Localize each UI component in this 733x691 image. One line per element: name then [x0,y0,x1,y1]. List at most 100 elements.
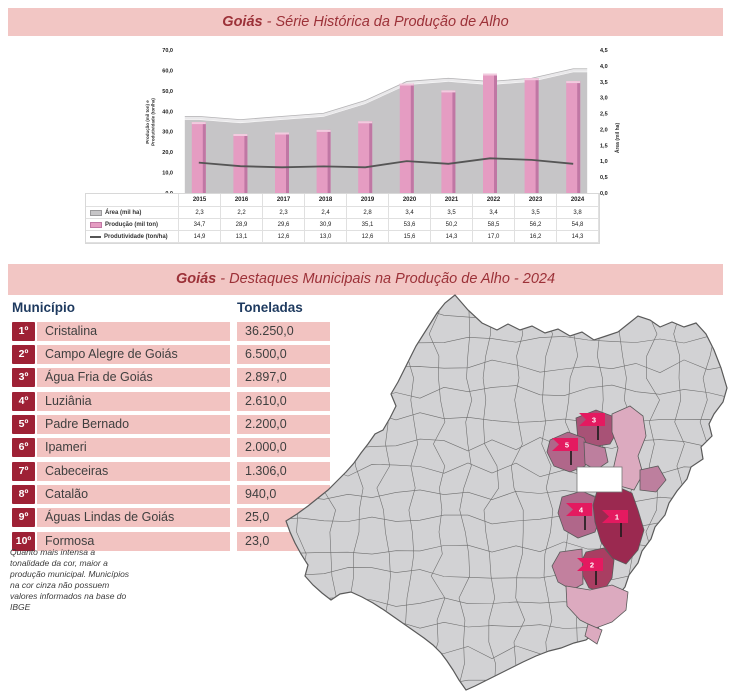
table-value: 2,4 [305,207,347,219]
bar-2015 [191,122,206,193]
svg-text:3: 3 [592,416,596,425]
table-value: 3,4 [389,207,431,219]
table-value: 34,7 [179,219,221,231]
bar-2019 [358,121,373,193]
section2-title-state: Goiás [175,271,217,287]
svg-text:2,5: 2,5 [600,112,608,118]
map-flag-5: 5 [552,438,578,465]
map-flag-4: 4 [566,503,592,530]
table-value: 58,5 [473,219,515,231]
svg-text:4,0: 4,0 [600,64,608,70]
table-value: 29,6 [263,219,305,231]
year-header: 2018 [305,194,347,207]
svg-text:5: 5 [565,441,569,450]
svg-text:2,0: 2,0 [600,127,608,133]
chart-data-table: 2015 2016 2017 2018 2019 2020 2021 2022 2023 2024… [85,193,600,244]
goias-municipalities-map: 1 2 3 4 5 [285,294,728,691]
svg-text:20,0: 20,0 [162,150,173,156]
bar-2017 [275,132,289,193]
svg-text:1,5: 1,5 [600,143,608,149]
rank-badge: 8º [12,485,35,504]
svg-text:40,0: 40,0 [162,109,173,115]
highlight-formosa-south [639,465,667,493]
svg-text:30,0: 30,0 [162,130,173,136]
svg-text:3,0: 3,0 [600,96,608,102]
table-value: 2,3 [179,207,221,219]
bar-2024 [566,81,581,193]
bar-2020 [399,83,414,193]
table-value: 16,2 [515,231,557,243]
highlight-south-small [584,623,603,645]
municipality-name: Águas Lindas de Goiás [37,508,230,527]
legend-area: Área (mil ha) [86,207,179,219]
year-header: 2021 [431,194,473,207]
bar-2022 [483,73,497,193]
rank-badge: 10º [12,532,35,551]
svg-text:10,0: 10,0 [162,171,173,177]
table-value: 13,1 [221,231,263,243]
table-value: 50,2 [431,219,473,231]
svg-text:Produção (mil ton) e: Produção (mil ton) e [145,100,150,144]
rank-badge: 4º [12,392,35,411]
table-row: 5º Padre Bernado 2.200,0 [0,415,340,434]
table-value: 3,5 [515,207,557,219]
section1-title-state: Goiás [222,14,263,30]
svg-text:0,5: 0,5 [600,175,608,181]
municipality-value: 2.200,0 [237,415,330,434]
municipality-value: 36.250,0 [237,322,330,341]
rank-badge: 9º [12,508,35,527]
table-value: 53,6 [389,219,431,231]
map-flag-1: 1 [602,510,628,537]
year-header: 2019 [347,194,389,207]
column-header-municipio: Município [12,300,75,315]
production-history-chart: 0,010,020,030,040,050,060,070,00,00,51,0… [145,48,621,196]
table-value: 13,0 [305,231,347,243]
municipality-name: Ipameri [37,438,230,457]
legend-line: Produtividade (ton/ha) [86,231,179,243]
table-value: 2,8 [347,207,389,219]
year-header: 2022 [473,194,515,207]
map-legend-note: Quanto mais intensa a tonalidade da cor,… [10,547,130,613]
table-value: 35,1 [347,219,389,231]
section1-title-banner: Goiás - Série Histórica da Produção de A… [8,8,723,36]
table-value: 14,9 [179,231,221,243]
distrito-federal [576,466,623,493]
table-value: 14,3 [557,231,599,243]
year-header: 2017 [263,194,305,207]
table-row: 2º Campo Alegre de Goiás 6.500,0 [0,345,340,364]
svg-text:50,0: 50,0 [162,89,173,95]
municipality-value: 6.500,0 [237,345,330,364]
table-value: 12,6 [263,231,305,243]
table-value: 56,2 [515,219,557,231]
table-value: 30,9 [305,219,347,231]
table-value: 14,3 [431,231,473,243]
highlight-pb-east [583,441,609,471]
rank-badge: 5º [12,415,35,434]
year-header: 2015 [179,194,221,207]
municipality-value: 1.306,0 [237,462,330,481]
map-flag-3: 3 [579,413,605,440]
section2-title-banner: Goiás - Destaques Municipais na Produção… [8,264,723,295]
table-value: 28,9 [221,219,263,231]
rank-badge: 1º [12,322,35,341]
svg-text:60,0: 60,0 [162,68,173,74]
bar-2016 [233,134,248,193]
table-corner [86,194,179,207]
rank-badge: 7º [12,462,35,481]
bar-2018 [316,129,331,193]
table-value: 3,8 [557,207,599,219]
table-value: 3,5 [431,207,473,219]
highlight-cristalina [592,485,645,565]
map-flag-2: 2 [577,558,603,585]
rank-badge: 3º [12,368,35,387]
svg-text:3,5: 3,5 [600,80,608,86]
municipality-value: 2.000,0 [237,438,330,457]
svg-text:0,0: 0,0 [600,191,608,196]
left-axis-title: Produção (mil ton) e Produtividade (ton/h… [145,98,156,146]
table-row: 1º Cristalina 36.250,0 [0,322,340,341]
municipality-name: Água Fria de Goiás [37,368,230,387]
year-header: 2016 [221,194,263,207]
table-row: 4º Luziânia 2.610,0 [0,392,340,411]
table-value: 3,4 [473,207,515,219]
